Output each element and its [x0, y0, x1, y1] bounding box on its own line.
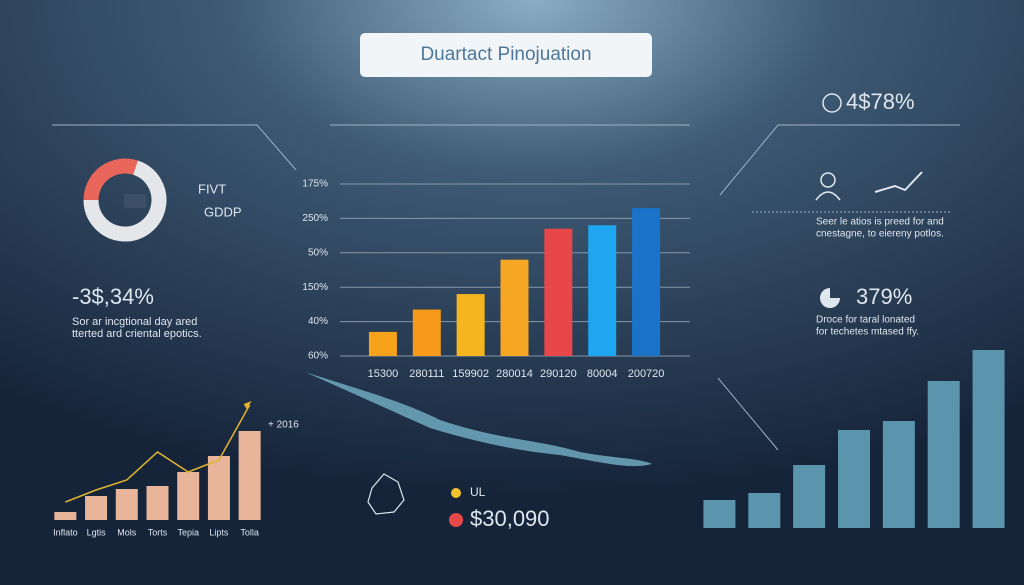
- bar: [54, 512, 77, 520]
- y-tick-label: 40%: [308, 316, 328, 327]
- stat-text: Seer le atios is preed for and: [816, 217, 944, 228]
- bar: [412, 309, 441, 356]
- stat-value: -3$,34%: [72, 284, 154, 309]
- x-tick-label: 290120: [540, 368, 577, 380]
- pie-icon: [820, 288, 840, 308]
- y-tick-label: 250%: [302, 213, 328, 224]
- bar: [838, 430, 870, 528]
- bar: [927, 381, 960, 528]
- bar: [500, 259, 529, 356]
- x-tick-label: Mols: [117, 527, 137, 537]
- donut-segment: [83, 158, 138, 201]
- x-tick-label: Inflato: [53, 527, 78, 537]
- x-tick-label: 80004: [587, 368, 618, 380]
- y-tick-label: 175%: [302, 179, 328, 190]
- y-tick-label: 150%: [302, 282, 328, 293]
- legend-marker: [451, 488, 461, 498]
- x-tick-label: 15300: [368, 368, 399, 380]
- chat-icon: [124, 194, 146, 208]
- y-tick-label: 50%: [308, 247, 328, 258]
- decor-icon: [367, 473, 405, 515]
- bar: [207, 456, 230, 520]
- icon: [822, 93, 842, 113]
- x-tick-label: Torts: [148, 527, 168, 537]
- bar: [115, 489, 138, 520]
- donut-label: GDDP: [204, 204, 242, 219]
- y-tick-label: 60%: [308, 351, 328, 362]
- title: Duartact Pinojuation: [420, 44, 591, 65]
- arrow-head: [243, 401, 252, 409]
- bar: [748, 493, 781, 528]
- bar: [703, 500, 736, 528]
- x-tick-label: Lgtis: [87, 527, 107, 537]
- stat-value: 379%: [856, 284, 912, 309]
- x-tick-label: Lipts: [209, 527, 229, 537]
- donut-label: FIVT: [198, 181, 226, 196]
- bar: [632, 208, 661, 356]
- person-icon: [815, 191, 841, 201]
- title-box: [360, 33, 652, 77]
- donut-segment: [83, 160, 167, 242]
- decor-lines: [52, 124, 960, 451]
- bar: [368, 331, 397, 356]
- x-tick-label: 280014: [496, 368, 533, 380]
- bar: [588, 225, 617, 356]
- bar: [456, 294, 485, 356]
- x-tick-label: Tepia: [177, 527, 199, 537]
- legend-label: $30,090: [470, 506, 550, 531]
- legend-label: UL: [470, 485, 486, 499]
- x-tick-label: Tolla: [240, 527, 259, 537]
- trend-icon: [874, 171, 923, 193]
- bar: [146, 486, 169, 520]
- stat-text: for techetes mtased ffy.: [816, 327, 919, 338]
- bar: [972, 350, 1005, 528]
- x-tick-label: 200720: [628, 368, 665, 380]
- stat-text: Sor ar incgtional day ared: [72, 316, 197, 328]
- stat-text: tterted ard criental epotics.: [72, 328, 202, 340]
- bar: [85, 496, 108, 520]
- bar: [177, 472, 200, 520]
- x-tick-label: 159902: [452, 368, 489, 380]
- annotation: + 2016: [268, 420, 299, 431]
- bar: [238, 431, 261, 520]
- bar: [882, 421, 915, 528]
- legend-marker: [449, 513, 463, 527]
- stat-value: 4$78%: [846, 89, 915, 114]
- person-icon: [820, 172, 836, 188]
- bar: [544, 228, 573, 356]
- stat-text: Droce for taral lonated: [816, 315, 915, 326]
- trend-line: [65, 404, 251, 503]
- bar: [793, 465, 826, 528]
- stat-text: cnestagne, to eiereny potlos.: [816, 229, 944, 240]
- x-tick-label: 280111: [409, 368, 444, 380]
